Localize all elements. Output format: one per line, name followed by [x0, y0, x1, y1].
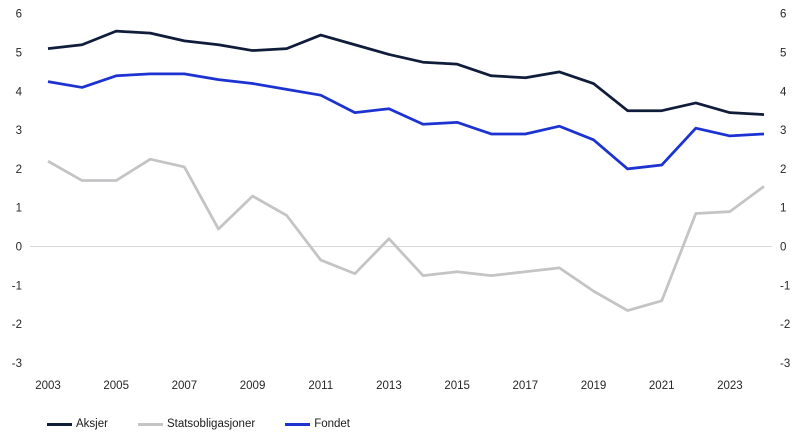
x-axis-tick: 2023 [717, 380, 743, 392]
y-axis-tick-left: 1 [16, 203, 22, 215]
x-axis-tick: 2021 [649, 380, 675, 392]
y-axis-tick-right: 6 [780, 9, 786, 21]
x-axis-tick: 2015 [444, 380, 470, 392]
y-axis-tick-left: 5 [16, 48, 22, 60]
x-axis-tick: 2017 [513, 380, 539, 392]
chart-legend: Aksjer Statsobligasjoner Fondet [47, 416, 350, 432]
y-axis-tick-left: 2 [16, 164, 22, 176]
legend-item-statsobligasjoner: Statsobligasjoner [137, 416, 256, 432]
legend-line-swatch [47, 422, 72, 426]
legend-line-swatch [285, 422, 311, 426]
x-axis-tick: 2005 [103, 380, 129, 392]
series-line-aksjer [47, 29, 765, 116]
y-axis-tick-right: 5 [780, 48, 786, 60]
y-axis-tick-right: 0 [780, 242, 786, 254]
y-axis-tick-left: -2 [12, 319, 22, 331]
legend-item-fondet: Fondet [285, 416, 350, 432]
y-axis-tick-left: 6 [16, 9, 22, 21]
legend-label: Fondet [314, 418, 350, 430]
y-axis-tick-left: -1 [12, 280, 22, 292]
y-axis-tick-right: -3 [780, 358, 790, 370]
y-axis-tick-right: 4 [780, 86, 787, 98]
y-axis-tick-right: 3 [780, 125, 786, 137]
x-axis-tick: 2019 [581, 380, 607, 392]
y-axis-tick-right: 2 [780, 164, 786, 176]
series-line-fondet [47, 72, 765, 171]
x-axis-tick: 2011 [308, 380, 333, 392]
y-axis-tick-left: 4 [16, 86, 23, 98]
legend-label: Statsobligasjoner [166, 418, 256, 430]
x-axis-tick: 2007 [172, 380, 198, 392]
y-axis-tick-right: 1 [780, 203, 786, 215]
x-axis-tick: 2009 [240, 380, 266, 392]
y-axis-tick-right: -2 [780, 319, 790, 331]
x-axis-tick: 2013 [376, 380, 402, 392]
x-axis-tick: 2003 [35, 380, 61, 392]
y-axis-tick-left: 0 [16, 242, 22, 254]
series-line-statsobligasjoner [47, 157, 765, 312]
y-axis-tick-right: -1 [780, 280, 790, 292]
legend-label: Aksjer [76, 418, 108, 430]
legend-item-aksjer: Aksjer [47, 416, 108, 432]
y-axis-tick-left: -3 [12, 358, 22, 370]
y-axis-tick-left: 3 [16, 125, 22, 137]
legend-line-swatch [137, 422, 163, 426]
